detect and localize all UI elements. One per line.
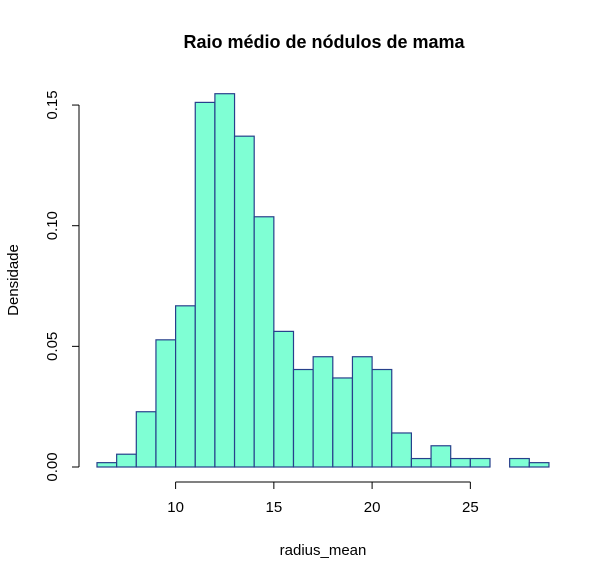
- histogram-bar-18-19: [332, 377, 354, 468]
- y-axis: 0.00 0.05 0.10 0.15: [44, 90, 80, 482]
- bars-group: [96, 93, 550, 468]
- x-tick-label-20: 20: [364, 499, 381, 516]
- histogram-bar-13-14: [233, 135, 255, 468]
- y-axis-label: Densidade: [5, 244, 22, 316]
- histogram-bar-9-10: [155, 339, 177, 468]
- x-axis-label: radius_mean: [280, 542, 367, 559]
- x-tick-label-10: 10: [167, 499, 184, 516]
- histogram-bar-25-26: [469, 457, 491, 468]
- histogram-bar-6-7: [96, 462, 118, 468]
- chart-title: Raio médio de nódulos de mama: [183, 32, 465, 52]
- histogram-bar-24-25: [450, 457, 471, 468]
- histogram-bar-27-28: [509, 457, 530, 468]
- histogram-bar-11-12: [194, 101, 216, 468]
- histogram-bar-20-21: [371, 368, 393, 468]
- y-tick-label-0: 0.00: [44, 452, 61, 481]
- histogram-bar-22-23: [410, 457, 432, 468]
- x-tick-label-25: 25: [462, 499, 479, 516]
- histogram-bar-16-17: [292, 368, 314, 468]
- histogram-bar-23-24: [430, 445, 452, 468]
- histogram-bar-17-18: [312, 356, 334, 468]
- histogram-bar-21-22: [391, 432, 412, 468]
- histogram-bar-28-29: [528, 462, 550, 468]
- y-tick-label-1: 0.05: [44, 332, 61, 361]
- histogram-bar-12-13: [214, 93, 236, 468]
- histogram-bar-15-16: [273, 330, 295, 468]
- histogram-bar-7-8: [116, 453, 137, 468]
- histogram-bar-8-9: [135, 411, 157, 468]
- histogram-bar-19-20: [351, 356, 373, 468]
- x-axis: 10 15 20 25: [167, 481, 479, 516]
- y-tick-label-2: 0.10: [44, 211, 61, 240]
- histogram-bar-14-15: [253, 216, 275, 468]
- y-tick-label-3: 0.15: [44, 90, 61, 119]
- x-tick-label-15: 15: [266, 499, 283, 516]
- histogram-bar-10-11: [175, 305, 196, 468]
